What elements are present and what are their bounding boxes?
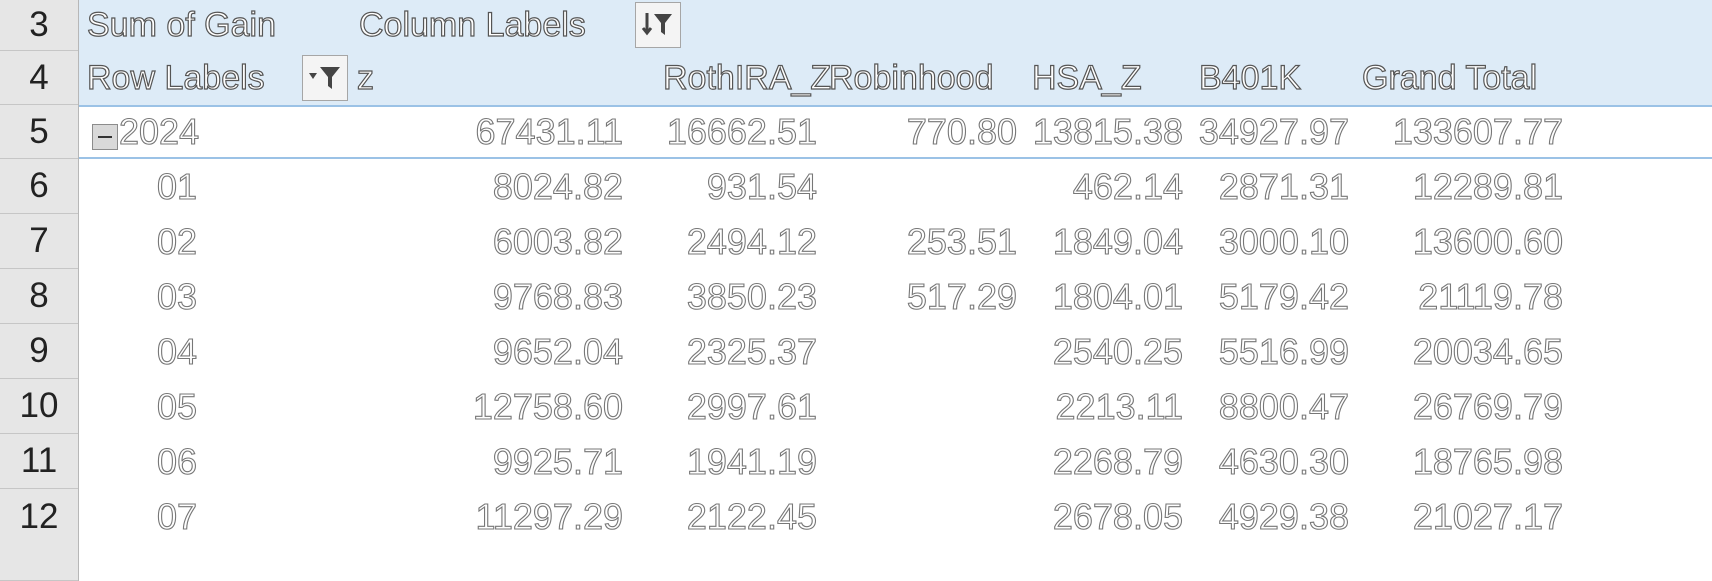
value-cell[interactable]: 2213.11 [1055,385,1184,427]
value-cell[interactable]: 9768.83 [492,275,623,317]
value-cell[interactable]: 770.80 [906,110,1017,152]
value-cell[interactable]: 517.29 [906,275,1017,317]
value-cell[interactable]: 4630.30 [1218,440,1349,482]
collapse-toggle-button[interactable] [92,124,118,150]
value-cell[interactable]: 5516.99 [1218,330,1349,372]
value-cell[interactable] [817,489,1017,544]
row-header-11[interactable]: 11 [0,434,78,489]
value-cell[interactable]: 11297.29 [475,495,624,537]
value-cell[interactable]: 133607.77 [1392,110,1563,152]
value-cell[interactable]: 2325.37 [686,330,817,372]
row-header-4[interactable]: 4 [0,51,78,105]
row-header-7[interactable]: 7 [0,214,78,269]
row-label[interactable]: 07 [156,495,198,537]
column-header-grand-total[interactable]: Grand Total [1361,58,1538,97]
value-cell[interactable]: 21119.78 [1418,275,1564,317]
row-header-5[interactable]: 5 [0,105,78,159]
value-cell[interactable]: 9925.71 [492,440,623,482]
month-row: 03 9768.83 3850.23 517.29 1804.01 5179.4… [79,269,1712,324]
month-row: 04 9652.04 2325.37 2540.25 5516.99 20034… [79,324,1712,379]
value-cell[interactable]: 462.14 [1072,165,1183,207]
value-field-label[interactable]: Sum of Gain [86,5,276,44]
row-labels-filter-button[interactable] [302,55,348,101]
row-header-6[interactable]: 6 [0,159,78,214]
value-cell[interactable]: 2122.45 [686,495,817,537]
row-label[interactable]: 04 [156,330,198,372]
column-labels-filter-button[interactable] [635,2,681,48]
value-cell[interactable]: 4929.38 [1218,495,1349,537]
value-cell[interactable]: 13600.60 [1412,220,1563,262]
value-cell[interactable]: 3000.10 [1218,220,1349,262]
pivot-header-row-values: Sum of Gain Column Labels [79,0,1712,51]
value-cell[interactable]: 8024.82 [492,165,623,207]
value-cell[interactable]: 18765.98 [1412,440,1563,482]
value-cell[interactable]: 2678.05 [1052,495,1183,537]
column-header-b401k[interactable]: B401K [1198,58,1302,97]
row-labels-label[interactable]: Row Labels [86,58,265,97]
row-header-9[interactable]: 9 [0,324,78,379]
value-cell[interactable]: 3850.23 [686,275,817,317]
sort-filter-icon [641,13,672,36]
value-cell[interactable]: 8800.47 [1218,385,1349,427]
value-cell[interactable]: 26769.79 [1412,385,1563,427]
column-header-robinhood[interactable]: Robinhood [828,58,994,97]
value-cell[interactable] [817,379,1017,434]
value-cell[interactable]: 20034.65 [1412,330,1563,372]
pivot-header-row-columns: Row Labels z RothIRA_Z Robinhood HSA_Z B… [79,51,1712,105]
value-cell[interactable]: 34927.97 [1198,110,1349,152]
value-cell[interactable] [817,324,1017,379]
row-label[interactable]: 2024 [118,110,200,152]
value-cell[interactable]: 21027.17 [1412,495,1563,537]
value-cell[interactable] [817,159,1017,214]
row-header-12[interactable]: 12 [0,489,78,581]
value-cell[interactable]: 67431.11 [475,110,624,152]
value-cell[interactable]: 9652.04 [492,330,623,372]
value-cell[interactable]: 1849.04 [1052,220,1183,262]
column-header-z[interactable]: z [356,58,374,97]
row-label[interactable]: 01 [156,165,198,207]
month-row: 02 6003.82 2494.12 253.51 1849.04 3000.1… [79,214,1712,269]
value-cell[interactable]: 12758.60 [472,385,623,427]
minus-icon [98,136,112,138]
column-labels-label[interactable]: Column Labels [358,5,586,44]
value-cell[interactable]: 2540.25 [1052,330,1183,372]
value-cell[interactable]: 253.51 [906,220,1017,262]
value-cell[interactable]: 1941.19 [686,440,817,482]
row-header-10[interactable]: 10 [0,379,78,434]
value-cell[interactable]: 2871.31 [1218,165,1349,207]
value-cell[interactable]: 16662.51 [666,110,817,152]
value-cell[interactable]: 5179.42 [1218,275,1349,317]
value-cell[interactable]: 1804.01 [1052,275,1183,317]
row-label[interactable]: 02 [156,220,198,262]
value-cell[interactable]: 2997.61 [686,385,817,427]
pivot-table: Sum of Gain Column Labels Row Labels z R… [79,0,1712,581]
column-header-rothira[interactable]: RothIRA_Z [662,58,832,97]
row-header-column: 3 4 5 6 7 8 9 10 11 12 [0,0,79,581]
value-cell[interactable]: 12289.81 [1412,165,1563,207]
value-cell[interactable]: 6003.82 [492,220,623,262]
value-cell[interactable] [817,434,1017,489]
row-header-3[interactable]: 3 [0,0,78,51]
value-cell[interactable]: 13815.38 [1032,110,1183,152]
row-label[interactable]: 03 [156,275,198,317]
value-cell[interactable]: 2494.12 [686,220,817,262]
row-header-8[interactable]: 8 [0,269,78,324]
row-label[interactable]: 05 [156,385,198,427]
month-row: 06 9925.71 1941.19 2268.79 4630.30 18765… [79,434,1712,489]
month-row: 01 8024.82 931.54 462.14 2871.31 12289.8… [79,159,1712,214]
month-row: 07 11297.29 2122.45 2678.05 4929.38 2102… [79,489,1712,581]
row-label[interactable]: 06 [156,440,198,482]
value-cell[interactable]: 2268.79 [1052,440,1183,482]
month-row: 05 12758.60 2997.61 2213.11 8800.47 2676… [79,379,1712,434]
filter-dropdown-icon [309,67,340,89]
column-header-hsa[interactable]: HSA_Z [1031,58,1142,97]
year-row-2024: 2024 67431.11 16662.51 770.80 13815.38 3… [79,105,1712,159]
value-cell[interactable]: 931.54 [706,165,817,207]
